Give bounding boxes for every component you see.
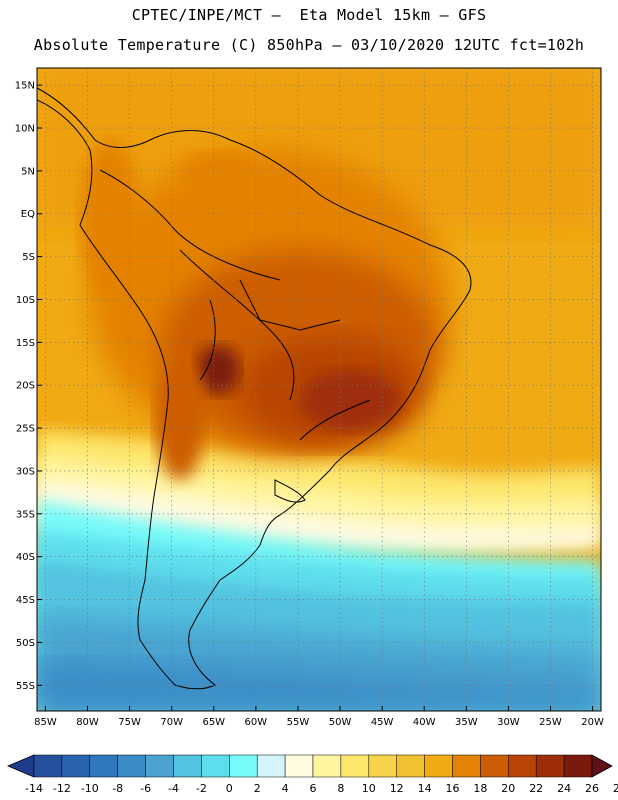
colorbar-swatch [563,754,593,778]
colorbar-label: -14 [25,782,43,795]
lat-tick-label: 55S [16,681,35,692]
colorbar-label: -8 [112,782,123,795]
lat-tick-label: 25S [16,424,35,435]
colorbar-label: 24 [557,782,571,795]
lat-tick-label: 35S [16,509,35,520]
lon-tick-label: 30W [497,717,520,728]
colorbar-swatch [284,754,314,778]
lon-tick-label: 40W [413,717,436,728]
colorbar-label: 12 [390,782,404,795]
colorbar-swatch [89,754,118,778]
colorbar-label: 6 [310,782,317,795]
colorbar-label: 26 [585,782,599,795]
colorbar-swatch [33,754,63,778]
map-frame [36,67,602,712]
colorbar-label: 2 [254,782,261,795]
lat-tick-label: EQ [21,209,35,220]
colorbar-label: 4 [282,782,289,795]
colorbar-swatch [145,754,174,778]
lat-tick-label: 10N [15,124,35,135]
colorbar-label: 10 [362,782,376,795]
lat-tick-label: 20S [16,381,35,392]
colorbar-label: -10 [81,782,99,795]
lon-tick-label: 70W [160,717,183,728]
colorbar-label: 20 [501,782,515,795]
chart-title: CPTEC/INPE/MCT – Eta Model 15km – GFS [131,6,487,24]
colorbar-label: -6 [140,782,151,795]
colorbar-label: 14 [418,782,432,795]
chart-subtitle: Absolute Temperature (C) 850hPa – 03/10/… [33,36,585,54]
coastline [37,87,472,690]
colorbar-label: 8 [337,782,344,795]
lon-tick-label: 85W [34,717,57,728]
colorbar: -14 -12 -10 -8 -6 -4 -2 0 2 4 6 8 10 12 14 16 18 20 22 24 26… [6,754,618,795]
lat-tick-label: 5S [22,252,35,263]
lon-tick-label: 65W [202,717,225,728]
colorbar-swatch [340,754,370,778]
lat-tick-label: 10S [16,295,35,306]
lat-tick-label: 15S [16,338,35,349]
lat-tick-label: 30S [16,466,35,477]
colorbar-swatch [508,754,537,778]
colorbar-low-arrow [6,754,35,778]
colorbar-label: -4 [168,782,179,795]
lon-tick-label: 55W [287,717,310,728]
colorbar-label: 22 [529,782,543,795]
latitude-labels: 15N 10N 5N EQ 5S 10S 15S 20S 25S 30S 35S 40S 45S 50S 5… [15,81,42,692]
lon-tick-label: 50W [329,717,352,728]
temperature-field [37,68,601,711]
colorbar-swatch [452,754,481,778]
colorbar-label: -12 [53,782,71,795]
colorbar-swatch [424,754,453,778]
lat-tick-label: 5N [21,166,35,177]
colorbar-label: 16 [446,782,460,795]
colorbar-swatch [201,754,230,778]
colorbar-swatch [368,754,397,778]
lon-tick-label: 45W [371,717,394,728]
colorbar-high-arrow [591,754,613,778]
lat-tick-label: 45S [16,595,35,606]
colorbar-label: -2 [196,782,207,795]
colorbar-swatch [61,754,91,778]
colorbar-swatch [229,754,258,778]
lat-tick-label: 50S [16,638,35,649]
lat-tick-label: 15N [15,81,35,92]
colorbar-swatch [256,754,286,778]
colorbar-swatch [173,754,202,778]
lon-tick-label: 75W [118,717,141,728]
colorbar-label: 0 [226,782,233,795]
longitude-labels: 85W 80W 75W 70W 65W 60W 55W 50W 45W 40W 35W 30W 25W 2… [34,706,604,728]
lon-tick-label: 20W [581,717,604,728]
colorbar-swatch [480,754,509,778]
lat-tick-label: 40S [16,552,35,563]
colorbar-swatch [312,754,342,778]
lat-lon-grid [37,68,601,711]
lon-tick-label: 60W [245,717,268,728]
colorbar-swatch [535,754,565,778]
lon-tick-label: 35W [455,717,478,728]
colorbar-label: 18 [473,782,487,795]
colorbar-swatch [396,754,425,778]
colorbar-swatch [117,754,146,778]
lon-tick-label: 80W [76,717,99,728]
colorbar-label: 28 [613,782,618,795]
lon-tick-label: 25W [539,717,562,728]
